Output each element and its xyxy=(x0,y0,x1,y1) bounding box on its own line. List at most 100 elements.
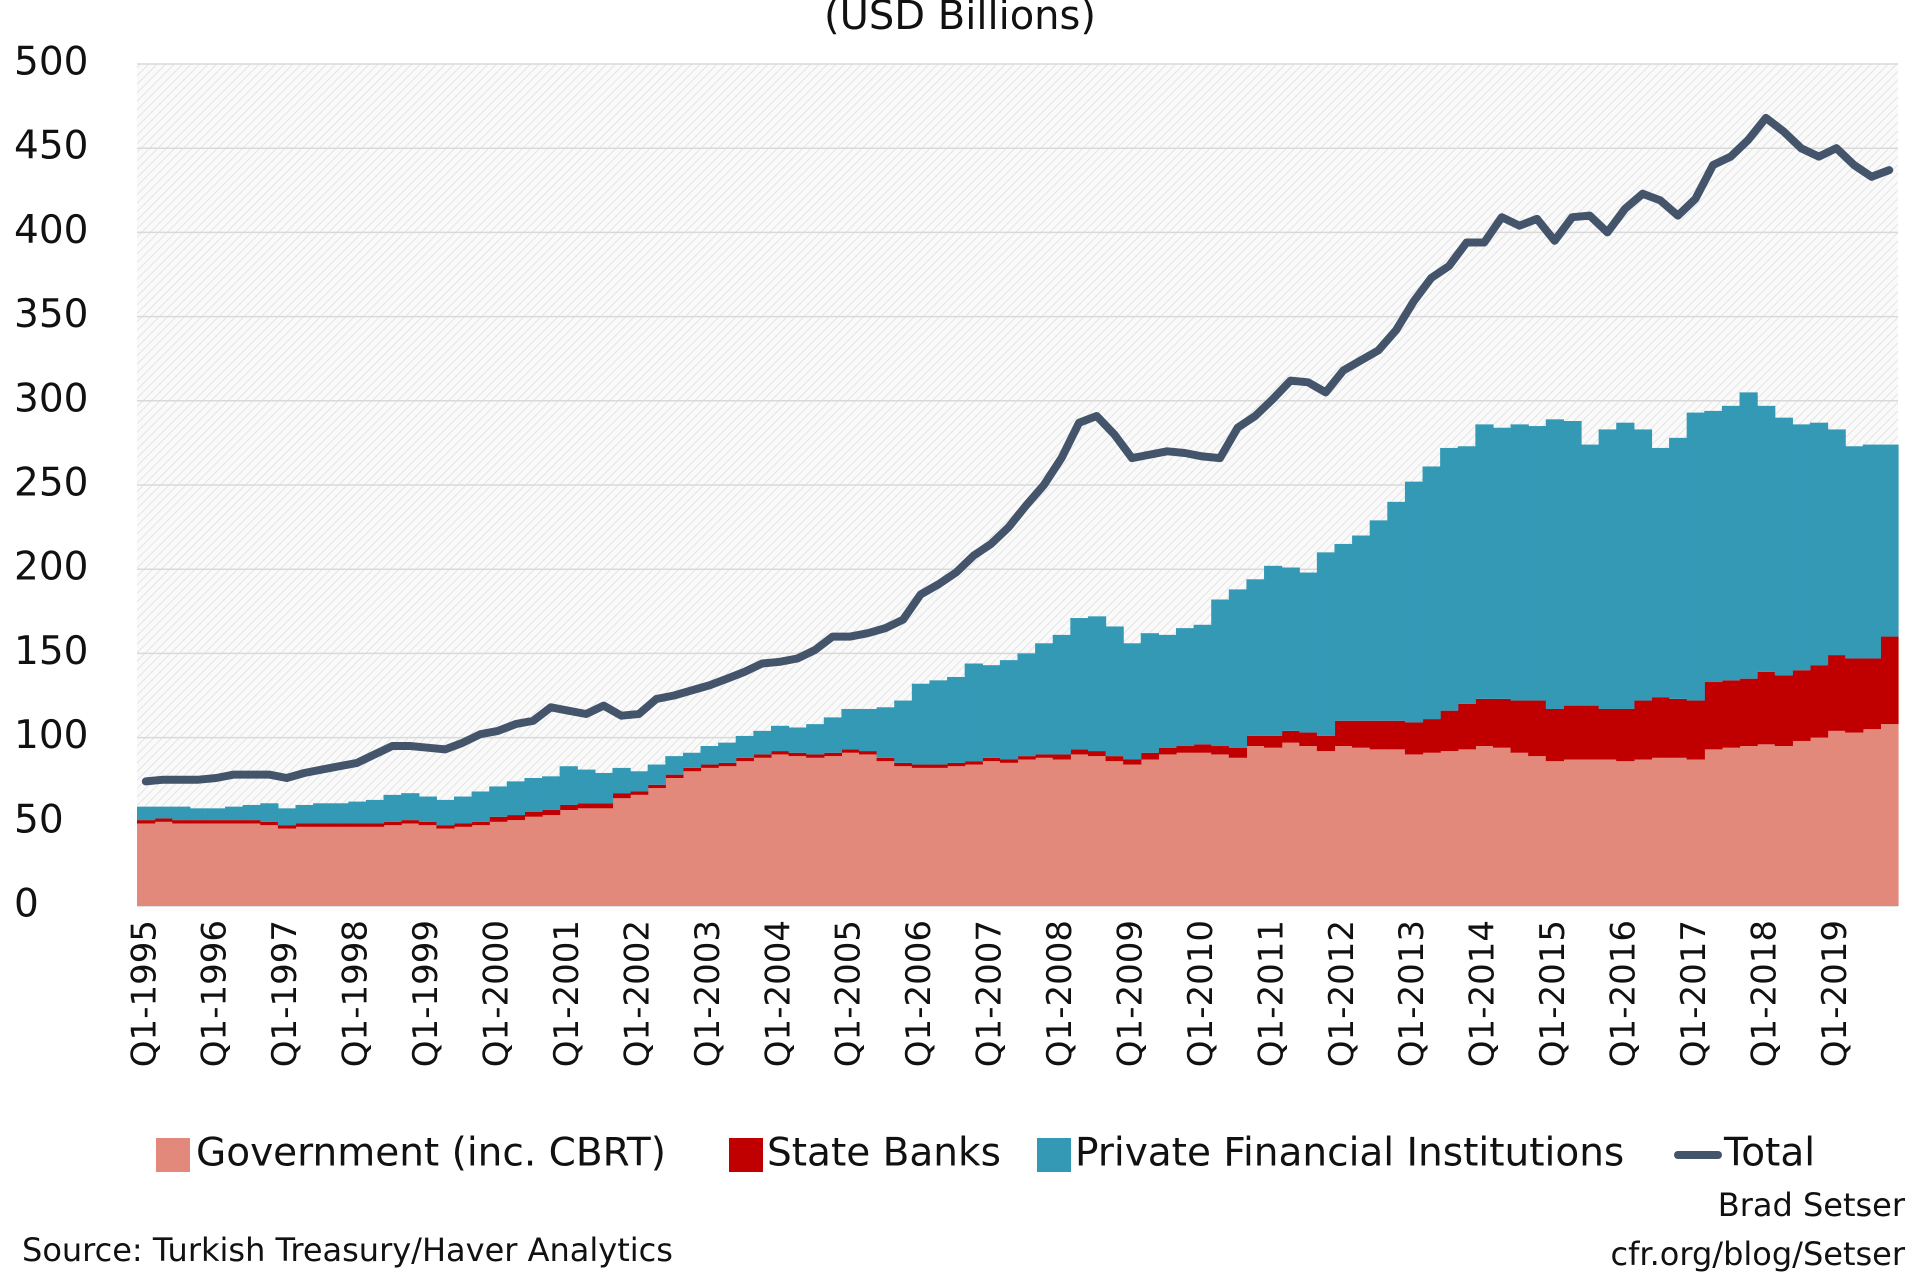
legend-swatch xyxy=(1037,1138,1071,1172)
area-segment xyxy=(929,767,948,906)
area-segment xyxy=(1581,759,1600,906)
area-segment xyxy=(1528,426,1547,701)
area-segment xyxy=(1845,658,1864,733)
area-segment xyxy=(612,767,631,794)
area-segment xyxy=(1757,744,1776,906)
x-tick-label: Q1-1999 xyxy=(406,920,446,1067)
area-segment xyxy=(453,823,473,827)
area-segment xyxy=(207,820,226,824)
area-segment xyxy=(1739,678,1758,747)
area-segment xyxy=(647,784,666,789)
area-segment xyxy=(542,815,561,906)
area-segment xyxy=(1281,742,1300,906)
legend-label: Total xyxy=(1723,1131,1815,1176)
area-segment xyxy=(1352,747,1371,906)
area-segment xyxy=(436,825,455,829)
area-segment xyxy=(1792,424,1811,671)
area-segment xyxy=(1316,735,1336,752)
area-segment xyxy=(313,823,332,827)
area-segment xyxy=(929,764,948,768)
area-segment xyxy=(225,806,244,821)
total-line xyxy=(141,113,1894,786)
area-segment xyxy=(330,803,349,824)
area-segment xyxy=(1052,759,1071,906)
chart-title: (USD Billions) xyxy=(824,0,1096,39)
area-segment xyxy=(506,815,526,821)
area-segment xyxy=(753,757,772,906)
area-segment xyxy=(1387,501,1406,721)
area-segment xyxy=(1299,732,1318,747)
area-segment xyxy=(1211,754,1230,906)
area-segment xyxy=(1246,579,1265,736)
x-tick-label: Q1-2001 xyxy=(547,920,587,1067)
area-segment xyxy=(929,680,948,765)
area-segment xyxy=(630,791,649,795)
area-segment xyxy=(1070,754,1089,906)
area-segment xyxy=(1264,747,1283,906)
area-segment xyxy=(260,825,279,906)
area-segment xyxy=(1598,759,1617,906)
area-segment xyxy=(788,752,807,757)
area-segment xyxy=(682,771,702,906)
area-segment xyxy=(735,757,754,762)
area-segment xyxy=(277,828,297,906)
area-segment xyxy=(647,764,666,785)
area-segment xyxy=(154,821,173,906)
area-segment xyxy=(1510,752,1529,906)
area-segment xyxy=(1651,757,1670,906)
area-segment xyxy=(1616,422,1635,709)
area-segment xyxy=(348,801,367,824)
area-segment xyxy=(225,823,244,906)
area-segment xyxy=(1545,419,1565,709)
area-segment xyxy=(1440,447,1459,711)
area-segment xyxy=(1334,543,1353,721)
x-tick-label: Q1-2006 xyxy=(899,920,939,1067)
area-segment xyxy=(313,803,332,824)
area-segment xyxy=(1369,520,1388,721)
area-segment xyxy=(577,803,596,809)
area-segment xyxy=(1211,599,1230,747)
area-segment xyxy=(894,700,913,763)
area-segment xyxy=(1228,747,1248,758)
area-segment xyxy=(1686,412,1705,701)
x-tick-label: Q1-2009 xyxy=(1110,920,1150,1067)
area-segment xyxy=(1087,751,1107,757)
area-segment xyxy=(823,756,842,906)
area-segment xyxy=(612,793,631,799)
area-segment xyxy=(700,746,719,765)
area-segment xyxy=(506,781,526,816)
area-segment xyxy=(1052,634,1071,755)
area-segment xyxy=(1651,447,1670,698)
area-segment xyxy=(1774,675,1793,747)
area-segment xyxy=(1352,720,1371,748)
area-segment xyxy=(1070,749,1089,755)
area-segment xyxy=(1669,698,1688,758)
area-segment xyxy=(137,820,156,824)
area-segment xyxy=(718,762,737,767)
area-segment xyxy=(1598,708,1617,760)
area-segment xyxy=(1492,698,1512,748)
area-segment xyxy=(1757,671,1776,745)
area-segment xyxy=(1686,759,1705,906)
area-segment xyxy=(841,749,860,753)
area-segment xyxy=(1845,446,1864,659)
legend-label: State Banks xyxy=(767,1131,1001,1176)
area-segment xyxy=(1809,737,1829,906)
area-segment xyxy=(947,766,966,906)
area-segment xyxy=(453,826,473,906)
area-segment xyxy=(260,803,279,822)
area-segment xyxy=(735,735,754,758)
area-segment xyxy=(947,762,966,767)
area-segment xyxy=(277,808,297,826)
area-segment xyxy=(1792,740,1811,906)
area-segment xyxy=(911,764,931,768)
area-segment xyxy=(1440,751,1459,906)
area-segment xyxy=(911,683,931,765)
area-segment xyxy=(1616,708,1635,762)
area-segment xyxy=(1757,405,1776,672)
area-segment xyxy=(1510,700,1529,753)
area-segment xyxy=(1105,626,1124,757)
area-segment xyxy=(1140,752,1159,760)
area-segment xyxy=(1862,444,1881,659)
